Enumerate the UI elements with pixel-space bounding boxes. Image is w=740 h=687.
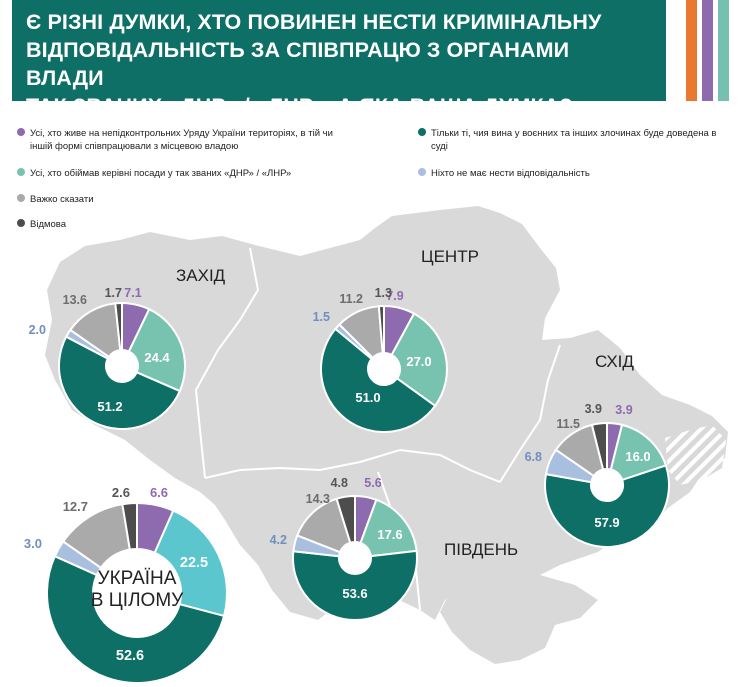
legend-label: Ніхто не має нести відповідальність (431, 168, 590, 179)
donut-south: 5.6 17.6 53.6 4.2 14.34.8 (270, 476, 418, 621)
data-label-east-3: 6.8 (525, 450, 542, 464)
stripe-teal (718, 0, 729, 101)
data-label-south-1: 17.6 (377, 527, 402, 542)
data-label-east-1: 16.0 (625, 449, 650, 464)
data-label-south-5: 4.8 (331, 476, 348, 490)
legend-item-refusal: Відмова (17, 218, 330, 231)
total-label-line-1: УКРАЇНА (98, 568, 177, 589)
region-label-center: ЦЕНТР (421, 247, 479, 266)
data-label-total-3: 3.0 (24, 536, 42, 551)
page-title: Є РІЗНІ ДУМКИ, ХТО ПОВИНЕН НЕСТИ КРИМІНА… (26, 8, 646, 120)
data-label-center-4: 11.2 (339, 292, 363, 306)
ukraine-total-label: УКРАЇНА В ЦІЛОМУ (91, 568, 184, 611)
region-label-west: ЗАХІД (176, 266, 226, 285)
data-label-center-0: 7.9 (386, 289, 403, 303)
stripe-purple (702, 0, 713, 101)
legend-label: Важко сказати (30, 194, 94, 205)
donut-hole-center (368, 353, 400, 385)
data-label-center-1: 27.0 (406, 354, 431, 369)
title-line-1: Є РІЗНІ ДУМКИ, ХТО ПОВИНЕН НЕСТИ КРИМІНА… (26, 10, 602, 34)
crimea (440, 572, 598, 664)
data-label-west-0: 7.1 (124, 286, 141, 300)
legend-swatch-light-blue (418, 168, 426, 176)
data-label-west-2: 51.2 (97, 399, 122, 414)
region-labels: ЗАХІД ЦЕНТР СХІД ПІВДЕНЬ (176, 247, 634, 559)
legend-label: Відмова (30, 219, 67, 230)
donut-charts: 7.1 24.4 51.2 2.0 13.6 1.7 7.9 27.0 51.0 1.5 11.2 1… (24, 286, 670, 684)
data-label-east-4: 11.5 (556, 417, 580, 431)
data-label-total-4: 12.7 (63, 499, 88, 514)
data-label-south-3: 4.2 (270, 533, 287, 547)
donut-east: 3.9 16.0 57.9 6.8 11.5 3.9 (525, 402, 670, 548)
title-line-3: ТАК ЗВАНИХ «ДНР» / «ЛНР». А ЯКА ВАША ДУМ… (26, 94, 573, 118)
legend-swatch-light-teal (17, 168, 25, 176)
data-label-center-3: 1.5 (313, 310, 330, 324)
title-line-2: ВІДПОВІДАЛЬНІСТЬ ЗА СПІВПРАЦЮ З ОРГАНАМИ… (26, 38, 570, 90)
donut-hole-south (339, 542, 371, 574)
donut-hole-west (106, 350, 138, 382)
legend-item-hard-to-say: Важко сказати (17, 193, 330, 206)
data-label-south-4: 14.3 (306, 492, 330, 506)
data-label-east-2: 57.9 (594, 515, 619, 530)
region-label-south: ПІВДЕНЬ (444, 540, 518, 559)
legend-item-court-proven: Тільки ті, чия вина у воєнних та інших з… (418, 127, 721, 153)
donut-hole-east (591, 469, 623, 501)
legend-label: Усі, хто живе на непідконтрольних Уряду … (30, 128, 333, 152)
legend-swatch-dark-teal (418, 128, 426, 136)
donut-total: 6.6 22.5 52.6 3.0 12.7 2.6 (24, 485, 228, 684)
donut-center: 7.9 27.0 51.0 1.5 11.2 1.3 (313, 286, 448, 433)
data-label-total-2: 52.6 (116, 648, 144, 664)
legend-swatch-gray (17, 194, 25, 202)
legend-label: Тільки ті, чия вина у воєнних та інших з… (431, 128, 717, 152)
legend-item-nobody: Ніхто не має нести відповідальність (418, 167, 721, 180)
legend-swatch-dark-gray (17, 219, 25, 227)
occupied-area-hatch (665, 425, 726, 485)
data-label-west-5: 1.7 (105, 286, 122, 300)
data-label-center-2: 51.0 (355, 390, 380, 405)
legend-item-officials: Усі, хто обіймав керівні посади у так зв… (17, 167, 360, 180)
legend-item-all-residents: Усі, хто живе на непідконтрольних Уряду … (17, 127, 340, 153)
data-label-center-5: 1.3 (375, 286, 392, 300)
data-label-south-0: 5.6 (364, 476, 381, 490)
data-label-total-5: 2.6 (112, 485, 130, 500)
legend-label: Усі, хто обіймав керівні посади у так зв… (30, 168, 292, 179)
data-label-east-5: 3.9 (585, 402, 602, 416)
data-label-west-3: 2.0 (29, 323, 46, 337)
header-banner: Є РІЗНІ ДУМКИ, ХТО ПОВИНЕН НЕСТИ КРИМІНА… (12, 0, 666, 118)
data-label-total-1: 22.5 (180, 555, 208, 571)
data-label-west-1: 24.4 (144, 350, 170, 365)
data-label-total-0: 6.6 (150, 485, 168, 500)
data-label-south-2: 53.6 (342, 586, 367, 601)
region-label-east: СХІД (595, 352, 634, 371)
legend-swatch-purple (17, 128, 25, 136)
total-label-line-2: В ЦІЛОМУ (91, 590, 184, 611)
data-label-west-4: 13.6 (63, 293, 87, 307)
data-label-east-0: 3.9 (615, 403, 632, 417)
stripe-orange (686, 0, 697, 101)
donut-west: 7.1 24.4 51.2 2.0 13.6 1.7 (29, 286, 186, 430)
legend: Усі, хто живе на непідконтрольних Уряду … (0, 0, 740, 240)
donut-hole-total (93, 549, 181, 637)
